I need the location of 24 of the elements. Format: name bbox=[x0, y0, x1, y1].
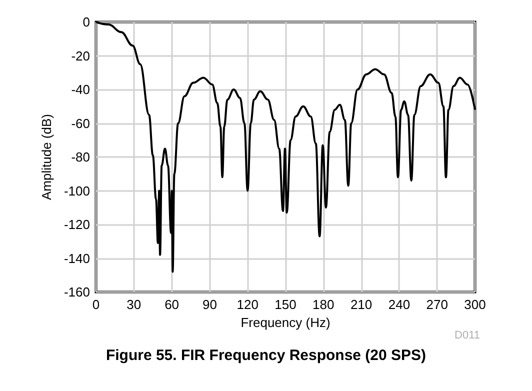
y-tick-label: -140 bbox=[64, 250, 90, 266]
x-tick-label: 30 bbox=[126, 297, 142, 312]
x-tick-label: 300 bbox=[464, 297, 486, 312]
x-tick-label: 90 bbox=[202, 297, 217, 312]
x-tick-label: 210 bbox=[350, 297, 372, 312]
x-tick-label: 0 bbox=[92, 297, 100, 312]
y-tick-label: -80 bbox=[71, 150, 90, 164]
y-tick-label: -120 bbox=[64, 217, 90, 232]
x-tick-label: 60 bbox=[164, 297, 180, 312]
x-tick-label: 120 bbox=[236, 297, 258, 312]
x-axis-title: Frequency (Hz) bbox=[240, 314, 330, 330]
y-axis-title: Amplitude (dB) bbox=[39, 114, 54, 200]
x-tick-label: 270 bbox=[426, 297, 448, 312]
x-tick-label: 240 bbox=[388, 297, 410, 312]
y-tick-label: -60 bbox=[71, 116, 90, 131]
y-tick-label: -40 bbox=[71, 82, 90, 97]
text: D011 bbox=[454, 330, 480, 342]
y-tick-label: -100 bbox=[64, 183, 90, 198]
text: Figure 55. FIR Frequency Response (20 SPS) bbox=[106, 347, 426, 364]
x-tick-label: 180 bbox=[312, 297, 334, 312]
x-tick-label: 150 bbox=[274, 297, 296, 312]
y-tick-label: -160 bbox=[64, 284, 90, 300]
y-tick-label: -20 bbox=[71, 48, 90, 64]
y-tick-label: 0 bbox=[82, 14, 90, 30]
